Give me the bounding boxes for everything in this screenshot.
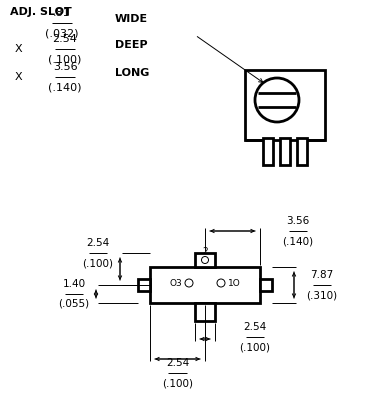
Text: (.032): (.032) bbox=[45, 28, 79, 38]
Text: X: X bbox=[14, 72, 22, 82]
Text: .81: .81 bbox=[53, 8, 71, 18]
Text: LONG: LONG bbox=[115, 68, 149, 78]
Text: (.100): (.100) bbox=[240, 342, 270, 352]
Text: 1O: 1O bbox=[227, 278, 240, 288]
Circle shape bbox=[185, 279, 193, 287]
Text: (.100): (.100) bbox=[82, 258, 114, 268]
Text: 2.54: 2.54 bbox=[53, 34, 77, 44]
Bar bbox=[263, 138, 273, 165]
Text: DEEP: DEEP bbox=[115, 40, 148, 50]
Text: (.310): (.310) bbox=[306, 290, 338, 300]
Text: (.100): (.100) bbox=[48, 54, 82, 64]
Bar bbox=[138, 279, 150, 291]
Text: 1.40: 1.40 bbox=[62, 279, 86, 289]
Text: ADJ. SLOT: ADJ. SLOT bbox=[10, 7, 72, 17]
Circle shape bbox=[255, 78, 299, 122]
Circle shape bbox=[217, 279, 225, 287]
Text: (.055): (.055) bbox=[58, 299, 89, 309]
Text: WIDE: WIDE bbox=[115, 14, 148, 24]
Bar bbox=[297, 138, 307, 165]
Bar bbox=[280, 138, 290, 165]
Text: X: X bbox=[14, 44, 22, 54]
Bar bbox=[195, 253, 215, 267]
Text: O3: O3 bbox=[170, 278, 182, 288]
Text: 7.87: 7.87 bbox=[310, 270, 334, 280]
Text: 2.54: 2.54 bbox=[166, 358, 189, 368]
Text: (.100): (.100) bbox=[162, 378, 193, 388]
Text: 2.54: 2.54 bbox=[243, 322, 267, 332]
Bar bbox=[150, 267, 260, 303]
Bar bbox=[195, 303, 215, 321]
Text: (.140): (.140) bbox=[48, 82, 82, 92]
Text: 3.56: 3.56 bbox=[287, 216, 309, 226]
Bar bbox=[245, 70, 325, 140]
Text: 3.56: 3.56 bbox=[53, 62, 77, 72]
Text: (.140): (.140) bbox=[282, 236, 314, 246]
Circle shape bbox=[202, 256, 209, 264]
Bar bbox=[260, 279, 272, 291]
Text: 2.54: 2.54 bbox=[86, 238, 110, 248]
Text: 2: 2 bbox=[202, 248, 208, 256]
